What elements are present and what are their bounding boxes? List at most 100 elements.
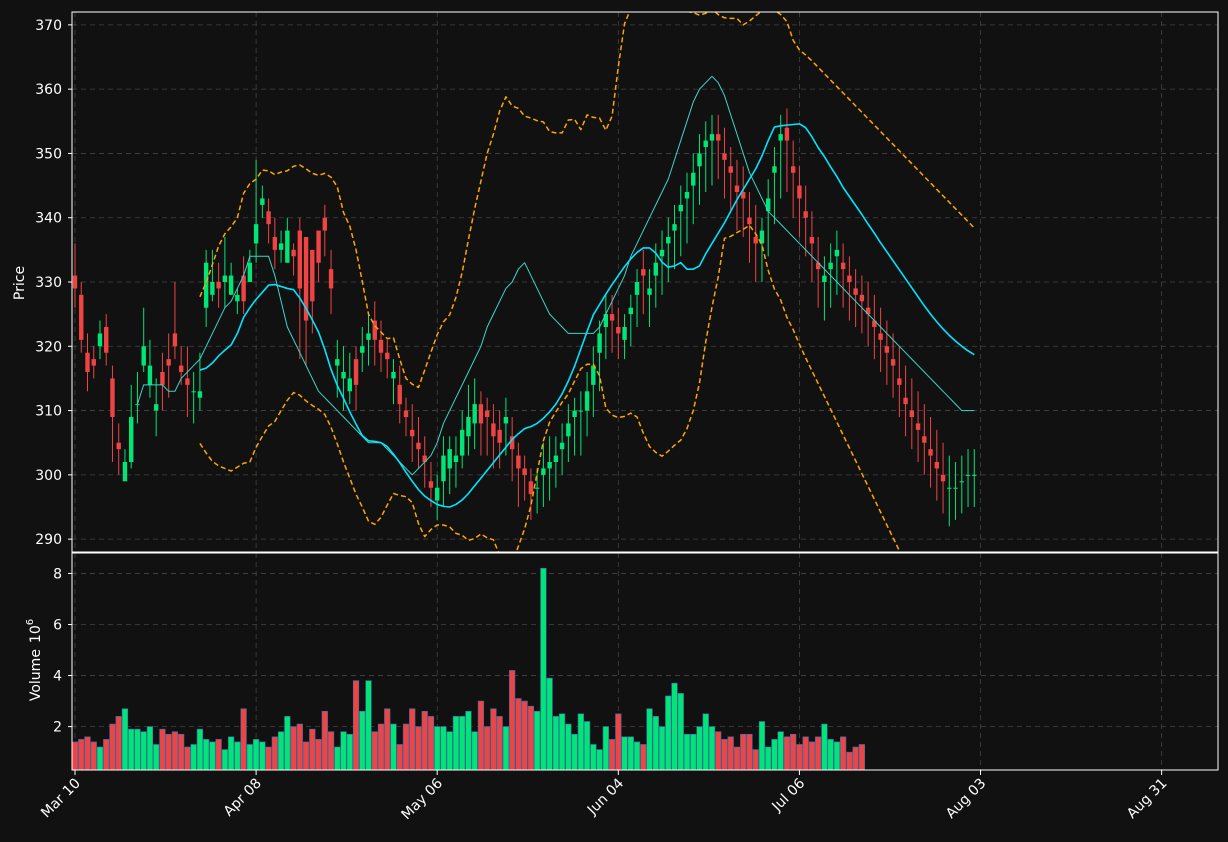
- volume-tick-label: 8: [53, 566, 62, 582]
- volume-bar: [602, 726, 609, 770]
- volume-bar: [115, 716, 122, 770]
- volume-bar: [128, 728, 135, 770]
- candle-body: [897, 378, 902, 385]
- candle-body: [210, 282, 215, 295]
- candle-body: [716, 134, 721, 141]
- price-tick-label: 350: [35, 146, 62, 162]
- volume-bar: [327, 731, 335, 770]
- volume-bar: [321, 710, 328, 770]
- candle-body: [822, 275, 827, 282]
- volume-axis-exponent: 6: [25, 619, 36, 625]
- candle-body: [947, 487, 952, 489]
- volume-bar: [84, 736, 91, 770]
- volume-bar: [228, 736, 235, 770]
- candle-body: [703, 140, 708, 147]
- candle-body: [191, 391, 196, 393]
- volume-bar: [509, 670, 516, 770]
- volume-bar: [858, 744, 865, 770]
- candle-body: [135, 404, 140, 406]
- candle-body: [847, 275, 852, 282]
- candle-body: [628, 307, 634, 315]
- volume-bar: [277, 731, 285, 770]
- candle-body: [516, 455, 521, 469]
- volume-bar: [534, 710, 541, 770]
- volume-bar: [159, 728, 166, 770]
- volume-bar: [284, 716, 291, 770]
- volume-bar: [259, 741, 266, 770]
- volume-bar: [802, 736, 809, 770]
- volume-bar: [477, 700, 485, 770]
- volume-bar: [265, 746, 272, 770]
- volume-bar: [821, 723, 828, 770]
- candle-body: [472, 404, 477, 424]
- volume-bar: [427, 716, 435, 770]
- volume-bar: [746, 733, 753, 770]
- candle-body: [815, 262, 821, 270]
- candle-body: [110, 378, 115, 417]
- volume-bar: [790, 733, 797, 770]
- volume-bar: [134, 728, 141, 770]
- volume-bar: [596, 749, 603, 770]
- volume-bar: [296, 723, 303, 770]
- volume-bar: [577, 713, 584, 770]
- volume-bar: [315, 739, 322, 770]
- candle-body: [784, 127, 790, 141]
- candle-body: [141, 346, 146, 366]
- candle-body: [959, 481, 964, 483]
- candle-body: [741, 192, 746, 199]
- volume-bar: [309, 728, 316, 770]
- volume-bar: [771, 739, 778, 770]
- lower-band-line: [199, 224, 901, 552]
- volume-bar: [752, 749, 759, 770]
- candle-body: [609, 314, 615, 321]
- volume-bar: [121, 708, 129, 770]
- candle-body: [828, 262, 833, 270]
- volume-bar: [209, 741, 216, 770]
- candle-body: [153, 404, 159, 411]
- candle-body: [297, 230, 303, 289]
- price-tick-label: 320: [35, 339, 62, 355]
- volume-bar: [190, 744, 197, 770]
- volume-bar: [446, 731, 453, 770]
- candle-body: [522, 468, 527, 475]
- price-tick-label: 300: [35, 468, 62, 484]
- upper-band-line: [199, 12, 975, 389]
- candle-body: [659, 249, 665, 257]
- volume-bar: [640, 744, 647, 770]
- volume-bar: [490, 708, 497, 770]
- volume-bar: [608, 739, 616, 770]
- candle-body: [534, 487, 540, 489]
- candle-body: [803, 211, 808, 218]
- volume-bar: [484, 726, 491, 770]
- volume-bar: [146, 726, 154, 770]
- candle-body: [416, 442, 421, 450]
- candle-body: [197, 391, 203, 398]
- candle-body: [484, 410, 490, 417]
- volume-bar: [440, 726, 447, 770]
- candle-body: [634, 282, 640, 295]
- volume-axis-unit: 10: [28, 625, 44, 643]
- volume-bar: [471, 731, 478, 770]
- volume-bar: [465, 710, 472, 770]
- candle-body: [953, 487, 958, 489]
- candle-body: [872, 320, 877, 327]
- volume-bar: [546, 677, 553, 770]
- volume-bar: [665, 695, 672, 770]
- volume-bar: [246, 744, 253, 770]
- candle-body: [541, 468, 546, 475]
- candle-body: [228, 275, 234, 295]
- candle-body: [597, 333, 602, 353]
- volume-bar: [140, 731, 147, 770]
- price-tick-label: 360: [35, 82, 62, 98]
- candle-body: [509, 436, 515, 450]
- candle-body: [247, 262, 253, 282]
- candle-body: [353, 359, 359, 385]
- candle-body: [341, 372, 346, 379]
- volume-bar: [815, 736, 822, 770]
- candle-body: [397, 384, 402, 405]
- candle-body: [691, 172, 696, 186]
- volume-bar: [671, 682, 678, 770]
- volume-bar: [415, 726, 422, 770]
- volume-bar: [658, 726, 666, 770]
